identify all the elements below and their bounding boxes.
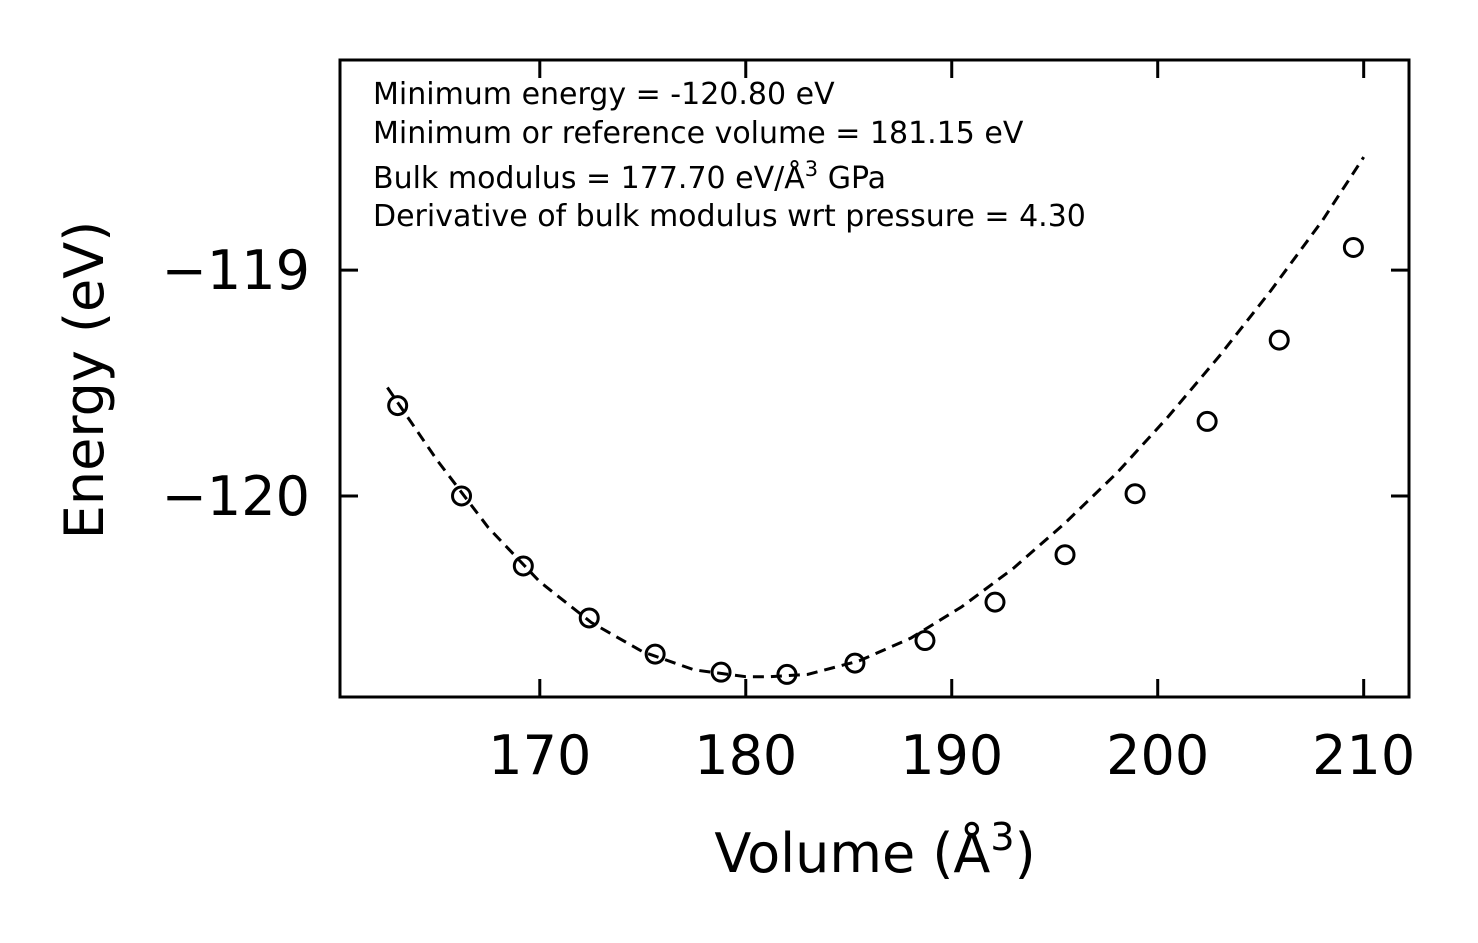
data-point xyxy=(1124,483,1146,505)
plot-frame xyxy=(338,58,1411,699)
data-point xyxy=(1054,544,1076,566)
tick-labels: 170 180 190 200 210 −119 −120 xyxy=(162,239,1416,787)
fit-curve-line xyxy=(386,156,1365,679)
annotation-bulk-modulus: Bulk modulus = 177.70 eV/Å3 GPa xyxy=(373,157,886,196)
data-point xyxy=(914,630,936,652)
x-axis-title: Volume (Å3) xyxy=(714,815,1035,885)
annotation-ref-volume: Minimum or reference volume = 181.15 eV xyxy=(373,116,1024,151)
data-point xyxy=(710,661,732,683)
data-points-layer xyxy=(387,236,1364,685)
data-point xyxy=(1268,329,1290,351)
data-point xyxy=(984,591,1006,613)
fit-curve-layer xyxy=(386,156,1365,679)
tick-marks xyxy=(340,60,1409,697)
data-point xyxy=(512,555,534,577)
annotation-bulk-modulus-sup: 3 xyxy=(805,157,818,181)
x-tick-label: 190 xyxy=(900,724,1003,787)
annotation-bulk-derivative: Derivative of bulk modulus wrt pressure … xyxy=(373,199,1086,234)
x-tick-label: 180 xyxy=(694,724,797,787)
y-tick-label: −120 xyxy=(162,465,310,528)
y-axis-title: Energy (eV) xyxy=(53,221,116,540)
y-tick-label: −119 xyxy=(162,239,310,302)
data-point xyxy=(387,395,409,417)
x-tick-label: 200 xyxy=(1106,724,1209,787)
x-axis-title-end: ) xyxy=(1015,822,1036,885)
x-tick-label: 170 xyxy=(488,724,591,787)
data-point xyxy=(644,643,666,665)
x-tick-label: 210 xyxy=(1312,724,1415,787)
x-axis-title-sup: 3 xyxy=(990,815,1014,859)
data-point xyxy=(578,607,600,629)
annotation-bulk-modulus-text: Bulk modulus = 177.70 eV/Å xyxy=(373,160,805,196)
data-point xyxy=(844,652,866,674)
annotation-bulk-modulus-end: GPa xyxy=(818,161,886,196)
data-point xyxy=(451,485,473,507)
annotation-min-energy: Minimum energy = -120.80 eV xyxy=(373,77,835,112)
x-axis-title-text: Volume (Å xyxy=(714,821,990,885)
data-point xyxy=(776,663,798,685)
data-point xyxy=(1196,410,1218,432)
data-point xyxy=(1342,236,1364,258)
